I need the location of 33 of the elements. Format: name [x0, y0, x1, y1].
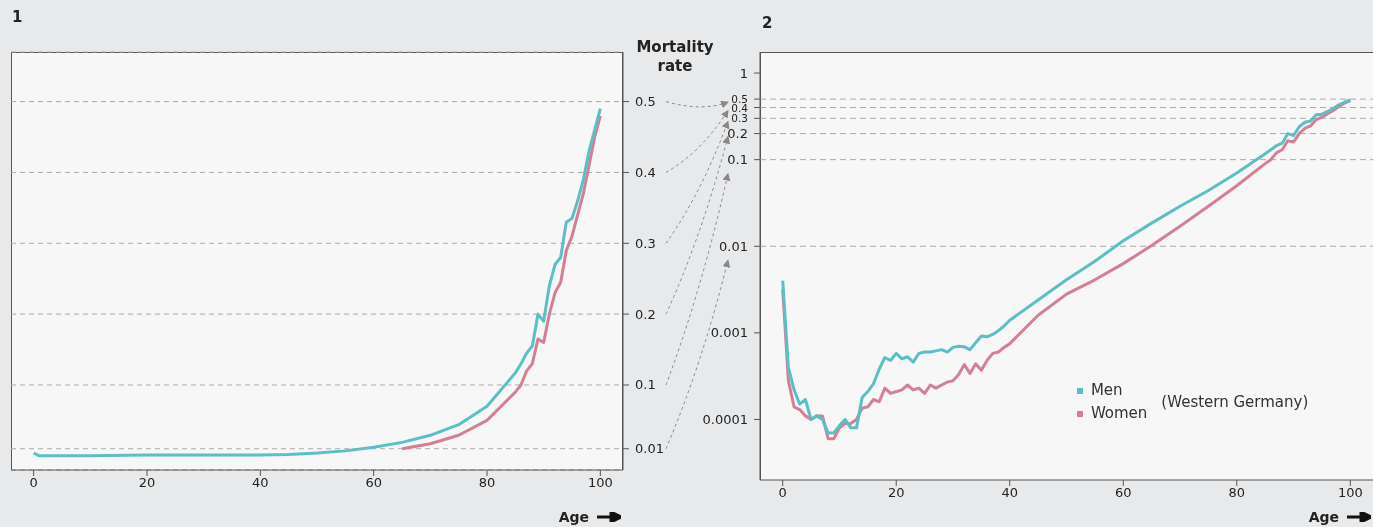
x-tick-label: 60: [1114, 485, 1132, 501]
x-axis-title: Age: [1308, 509, 1339, 525]
y-axis-title: Mortality rate: [635, 38, 715, 76]
y-tick-label: 0.5: [635, 94, 656, 110]
legend-label: Men: [1090, 380, 1123, 402]
y-tick-label: 0.3: [635, 235, 656, 251]
y-tick-label: 0.3: [731, 112, 748, 125]
y-tick-label: 0.0001: [702, 411, 748, 427]
x-tick-label: 0: [29, 475, 38, 491]
y-tick-label: 0.01: [635, 441, 664, 457]
x-tick-label: 100: [587, 475, 613, 491]
x-tick-label: 20: [887, 485, 905, 501]
x-tick-label: 20: [138, 475, 156, 491]
y-tick-label: 0.1: [727, 152, 748, 168]
y-tick-label: 0.2: [727, 126, 748, 142]
legend-label: Women: [1090, 403, 1148, 425]
chart-title: 2: [762, 14, 773, 32]
y-tick-label: 1: [739, 65, 748, 81]
x-tick-label: 40: [252, 475, 269, 491]
y-tick-label: 0.1: [635, 377, 656, 393]
annotation: (Western Germany): [1161, 393, 1309, 412]
x-tick-label: 100: [1337, 485, 1363, 501]
x-tick-label: 60: [365, 475, 382, 491]
x-tick-label: 80: [478, 475, 496, 491]
y-tick-label: 0.01: [719, 238, 748, 254]
x-axis-title: Age: [558, 509, 589, 525]
chart-title: 1: [12, 8, 23, 26]
y-tick-label: 0.2: [635, 306, 656, 322]
y-tick-label: 0.001: [710, 325, 748, 341]
x-tick-label: 40: [1001, 485, 1019, 501]
y-tick-label: 0.4: [635, 164, 656, 180]
x-tick-label: 0: [778, 485, 787, 501]
x-tick-label: 80: [1228, 485, 1246, 501]
